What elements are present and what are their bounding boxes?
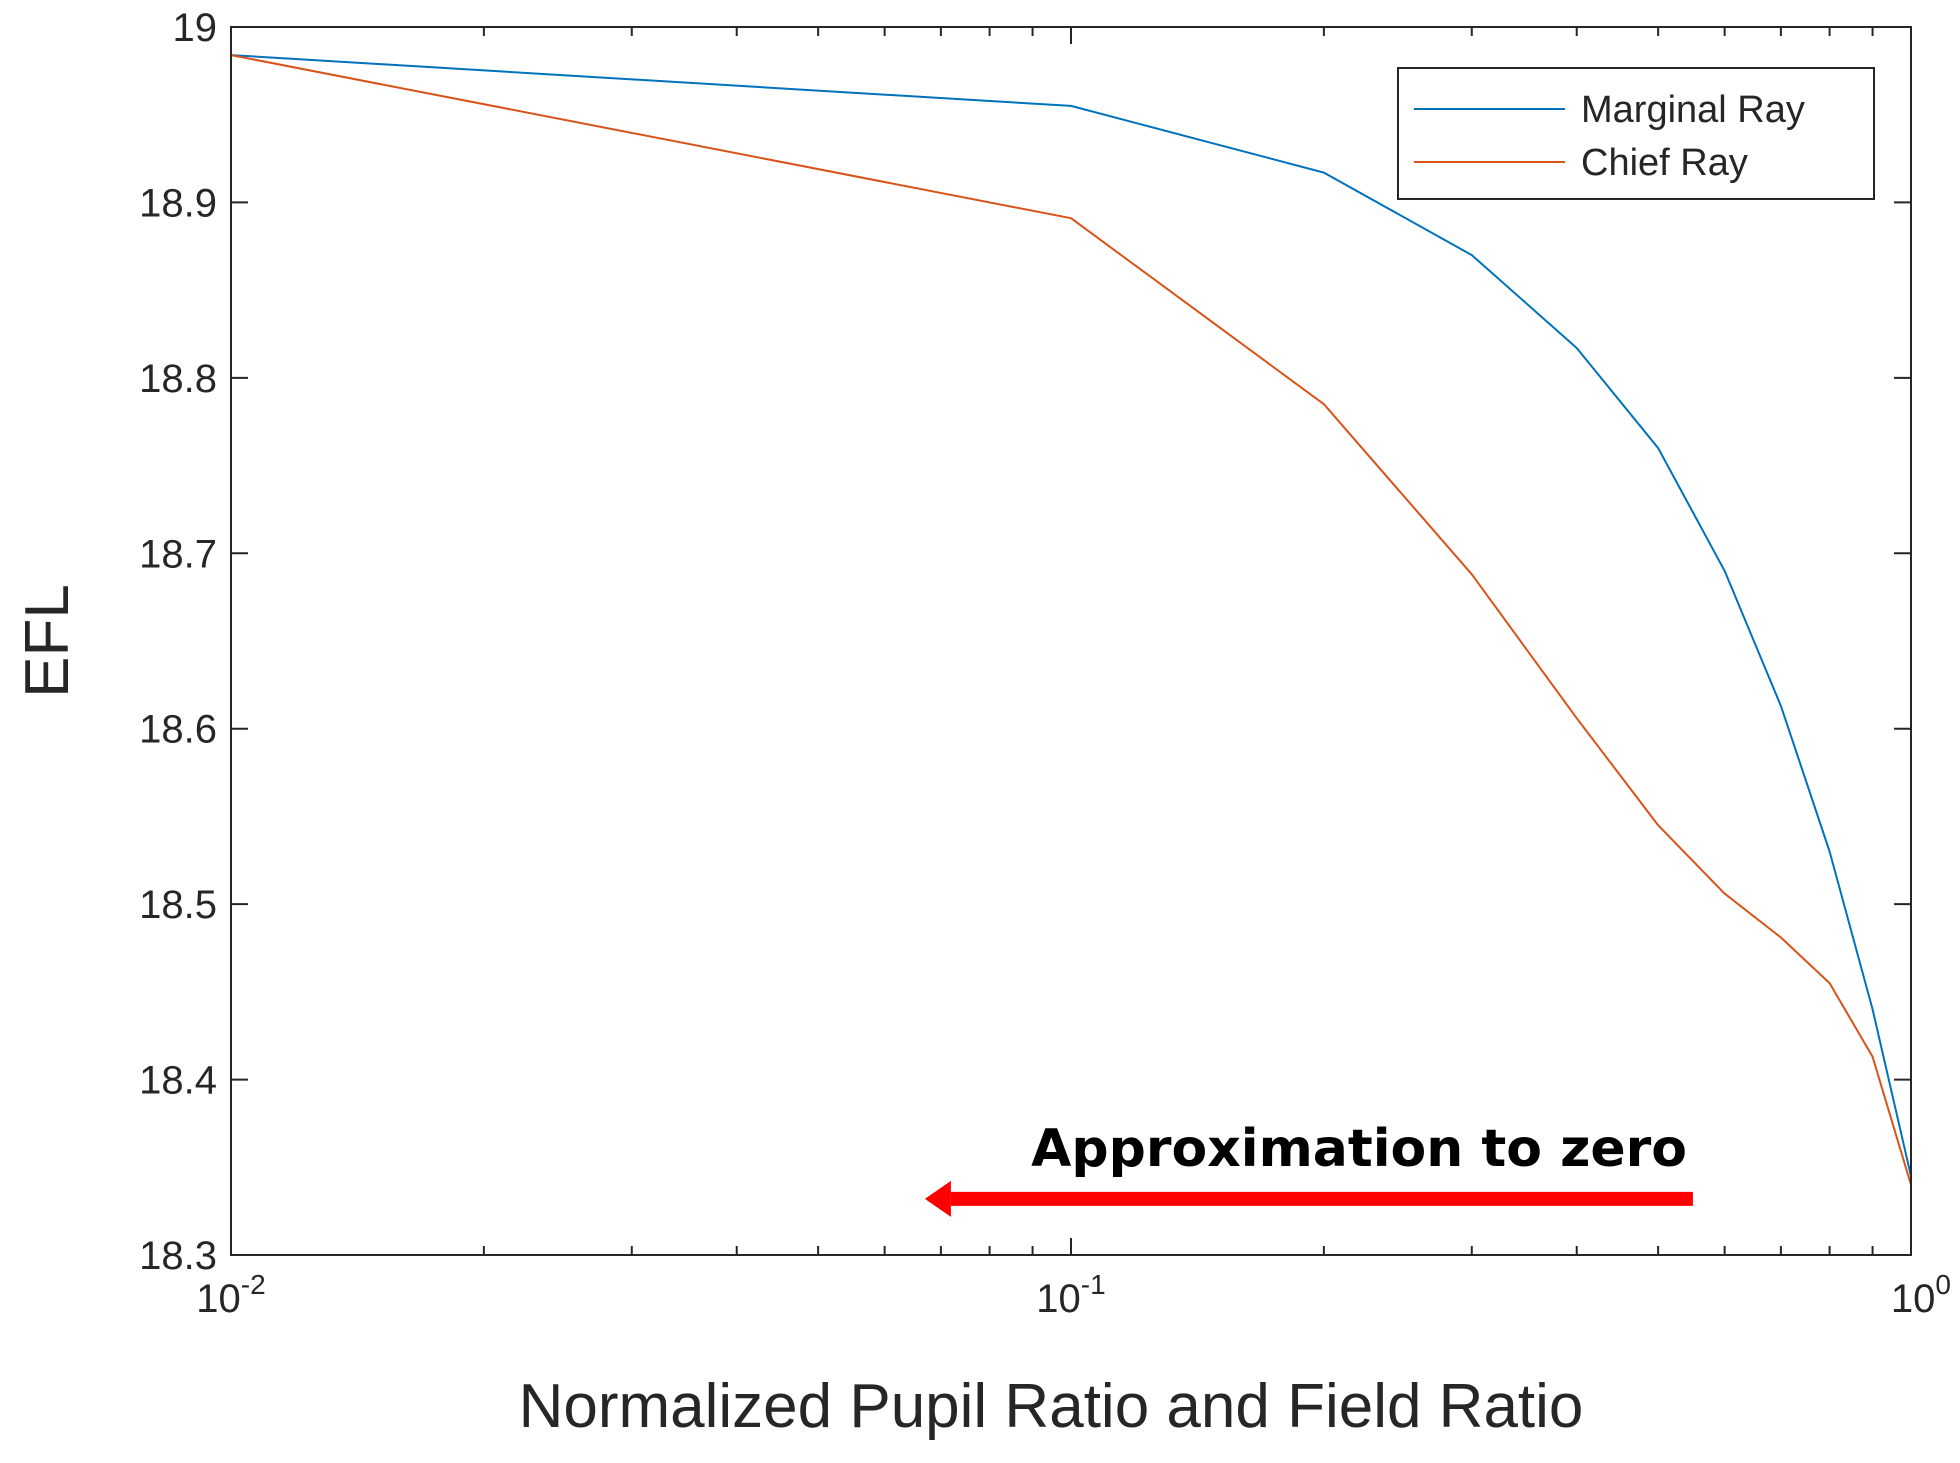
plot-background xyxy=(231,27,1911,1255)
legend-label-chief-ray: Chief Ray xyxy=(1581,142,1748,184)
annotation-text: Approximation to zero xyxy=(1031,1119,1687,1179)
x-tick-base: 10 xyxy=(196,1277,241,1321)
y-tick-label: 18.4 xyxy=(139,1059,217,1103)
series-layer xyxy=(230,54,1912,1186)
y-tick-label: 18.6 xyxy=(139,708,217,752)
legend-label-marginal-ray: Marginal Ray xyxy=(1581,89,1805,131)
y-axis-label: EFL xyxy=(13,584,82,698)
x-tick-exponent: -2 xyxy=(241,1269,266,1300)
x-tick-label: 100 xyxy=(1891,1269,1951,1321)
y-tick-label: 18.9 xyxy=(139,181,217,225)
x-tick-label: 10-1 xyxy=(1036,1269,1105,1321)
x-tick-base: 10 xyxy=(1036,1277,1081,1321)
annotation: Approximation to zero xyxy=(924,1119,1693,1217)
legend-box xyxy=(1397,67,1875,200)
y-tick-label: 18.7 xyxy=(139,532,217,576)
x-tick-base: 10 xyxy=(1891,1277,1936,1321)
x-tick-label: 10-2 xyxy=(196,1269,265,1321)
legend: Marginal Ray Chief Ray xyxy=(1397,67,1875,200)
plot-frame xyxy=(230,26,1912,1256)
x-tick-exponent: -1 xyxy=(1081,1269,1106,1300)
y-tick-label: 19 xyxy=(173,6,218,50)
annotation-arrow-head xyxy=(924,1180,951,1217)
x-axis-label: Normalized Pupil Ratio and Field Ratio xyxy=(519,1372,1584,1441)
y-tick-label: 18.3 xyxy=(139,1234,217,1278)
x-tick-exponent: 0 xyxy=(1935,1269,1951,1300)
y-tick-label: 18.5 xyxy=(139,883,217,927)
y-tick-label: 18.8 xyxy=(139,357,217,401)
